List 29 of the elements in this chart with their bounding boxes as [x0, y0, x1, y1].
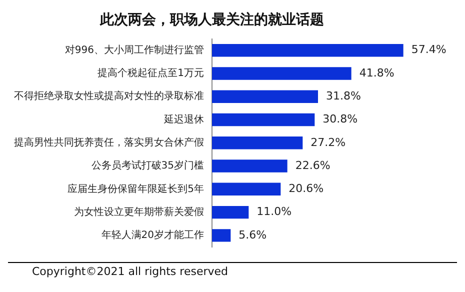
bar — [212, 67, 352, 80]
text: Copyright©2021 all rights reserved — [8, 263, 457, 278]
bar — [212, 160, 288, 172]
y-tick-label: 延迟退休 — [163, 113, 204, 126]
data-label: 20.6% — [288, 182, 324, 196]
bar — [212, 182, 281, 196]
data-label: 31.8% — [326, 89, 361, 102]
bar — [212, 113, 315, 126]
bar — [212, 229, 231, 242]
data-label: 30.8% — [322, 112, 358, 126]
data-label: 22.6% — [295, 158, 330, 172]
y-tick-label: 年轻人满20岁才能工作 — [101, 229, 204, 242]
y-tick-label: 不得拒绝录取女性或提高对女性的录取标准 — [14, 90, 204, 102]
y-tick-label: 应届生身份保留年限延长到5年 — [68, 182, 204, 195]
y-tick-label: 为女性设立更年期带薪关爱假 — [74, 206, 204, 218]
data-label: 41.8% — [359, 66, 394, 80]
bar — [212, 206, 249, 219]
bar — [212, 136, 303, 150]
y-tick-label: 提高男性共同抚养责任，落实男女合休产假 — [14, 136, 204, 148]
y-tick-label: 对996、大小周工作制进行监管 — [64, 44, 204, 56]
data-label: 11.0% — [256, 205, 292, 218]
data-label: 27.2% — [310, 136, 346, 149]
data-label: 57.4% — [411, 43, 446, 56]
bar — [212, 90, 318, 103]
bar — [212, 44, 404, 57]
y-tick-label: 提高个税起征点至1万元 — [98, 67, 204, 80]
data-label: 5.6% — [238, 228, 267, 242]
y-tick-label: 公务员考试打破35岁门槛 — [91, 160, 204, 172]
chart-title: 此次两会，职场人最关注的就业话题 — [99, 11, 324, 28]
